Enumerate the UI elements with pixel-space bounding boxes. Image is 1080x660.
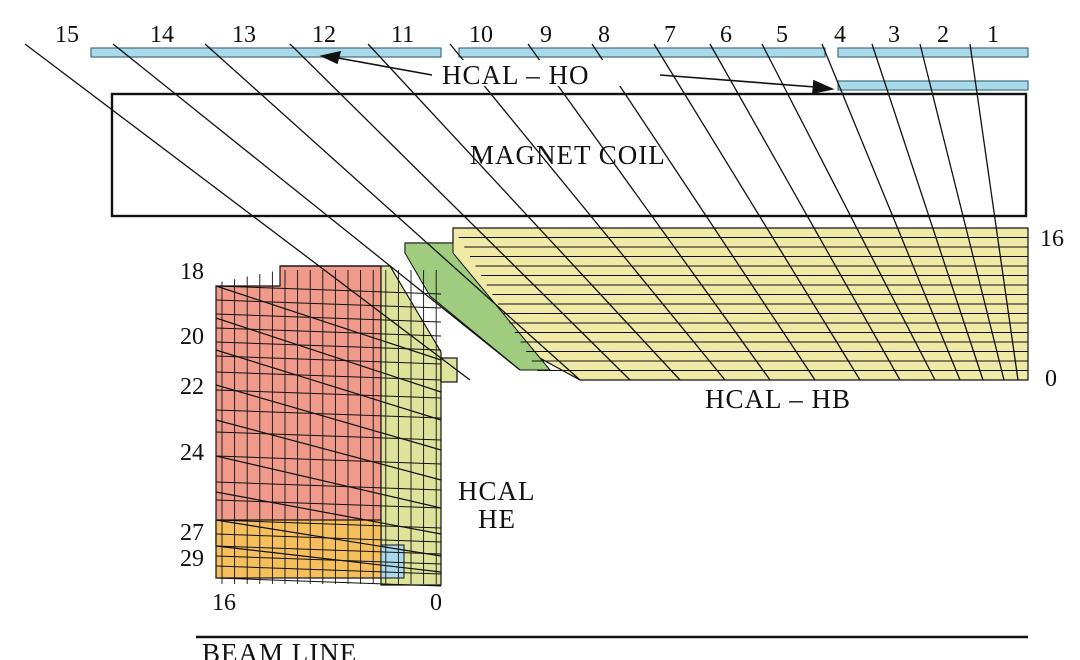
he-tower-line [215,545,442,573]
tower-number-5: 5 [776,22,788,48]
tower-number-3: 3 [888,22,900,48]
he-label-22: 22 [180,374,204,400]
he-tab [440,357,458,383]
tower-number-labels: 15 14 13 12 11 10 9 8 7 6 5 4 3 2 1 [55,22,999,48]
he-layer-line [215,409,442,419]
he-layer-line [215,313,442,323]
magnet-coil-box [110,92,1028,218]
he-depth-lines [215,270,442,587]
tower-number-8: 8 [598,22,610,48]
eta-tower-line-4 [821,43,961,381]
he-layer-line [215,299,442,309]
ho-bar-right [837,47,1029,58]
he-left-labels: 18 20 22 24 27 29 [180,259,204,572]
tower-number-13: 13 [232,22,256,48]
eta-tower-line-3 [871,43,984,381]
ho-arrows [319,50,835,95]
he-layer-line [215,577,442,587]
tower-number-2: 2 [937,22,949,48]
he-layer-line [215,499,442,509]
eta-tower-line-6 [709,43,901,381]
he-region [215,265,458,587]
eta-tower-lines [24,43,1019,381]
he-layer-line [215,455,442,465]
he-tower-line [215,349,442,421]
eta-tower-line-1 [969,43,1019,381]
eta-tower-line-9 [527,43,771,381]
he-tower-line [215,317,442,393]
he-label-27: 27 [180,520,204,546]
he-tower-line [215,455,442,509]
ho-arrow-left-line [337,57,433,76]
ho-bar-left [90,47,442,58]
eta-tower-line-15 [24,43,471,381]
he-tower-line [215,384,442,451]
eta-tower-line-13 [204,43,581,381]
he-label-29: 29 [180,546,204,572]
hb-green-wedge [404,242,552,371]
tower-number-10: 10 [469,22,493,48]
he-label-18: 18 [180,259,204,285]
he-layer-line [215,565,442,575]
tower-number-1: 1 [987,22,999,48]
hcal-he-label-line1: HCAL [458,476,536,506]
he-label-20: 20 [180,324,204,350]
eta-tower-line-8 [591,43,816,381]
he-layer-line [215,285,442,295]
hcal-hb-label: HCAL – HB [705,384,851,414]
tower-number-12: 12 [312,22,336,48]
eta-tower-line-2 [919,43,1005,381]
ho-label-backing [436,60,656,86]
he-layer-line [215,545,442,555]
ho-bar-right-lower [837,80,1029,91]
eta-tower-line-10 [449,43,726,381]
he-label-24: 24 [180,440,204,466]
eta-tower-line-7 [653,43,861,381]
he-layer-line [215,371,442,381]
hcal-ho-label: HCAL – HO [442,60,590,90]
tower-number-6: 6 [720,22,732,48]
eta-tower-line-14 [112,43,521,371]
tower-number-9: 9 [540,22,552,48]
ho-arrow-right-head [812,79,835,95]
hcal-he-label-line2: HE [478,504,516,534]
he-layer-line [215,555,442,565]
hb-depth-bottom-label: 0 [1045,366,1057,392]
tower-number-7: 7 [664,22,676,48]
tower-number-15: 15 [55,22,79,48]
he-tower-line [215,519,442,557]
eta-tower-line-5 [761,43,936,381]
eta-tower-line-12 [289,43,631,381]
he-tower-line [215,285,442,361]
beam-line-label: BEAM LINE [202,638,357,660]
hb-depth-layers [458,237,1028,371]
he-tower-line [215,491,442,535]
magnet-coil-label: MAGNET COIL [470,140,666,170]
ho-bars [90,47,1029,91]
he-tower-line [215,419,442,481]
ho-arrow-right-line [659,74,816,88]
tower-number-14: 14 [150,22,174,48]
he-bottom-right-label: 0 [430,590,442,616]
he-bottom-left-label: 16 [212,590,236,616]
eta-tower-line-11 [367,43,681,381]
ho-bar-middle [458,47,826,58]
ho-arrow-left-head [319,50,342,65]
hb-region [404,227,1029,381]
he-layer-line [215,327,442,337]
hb-depth-top-label: 16 [1040,226,1064,252]
tower-number-4: 4 [834,22,846,48]
he-layer-line [215,389,442,399]
he-layer-line [215,341,442,351]
he-layer-line [215,355,442,365]
tower-number-11: 11 [391,22,414,48]
he-layer-line [215,481,442,491]
he-red-fill [215,265,382,547]
